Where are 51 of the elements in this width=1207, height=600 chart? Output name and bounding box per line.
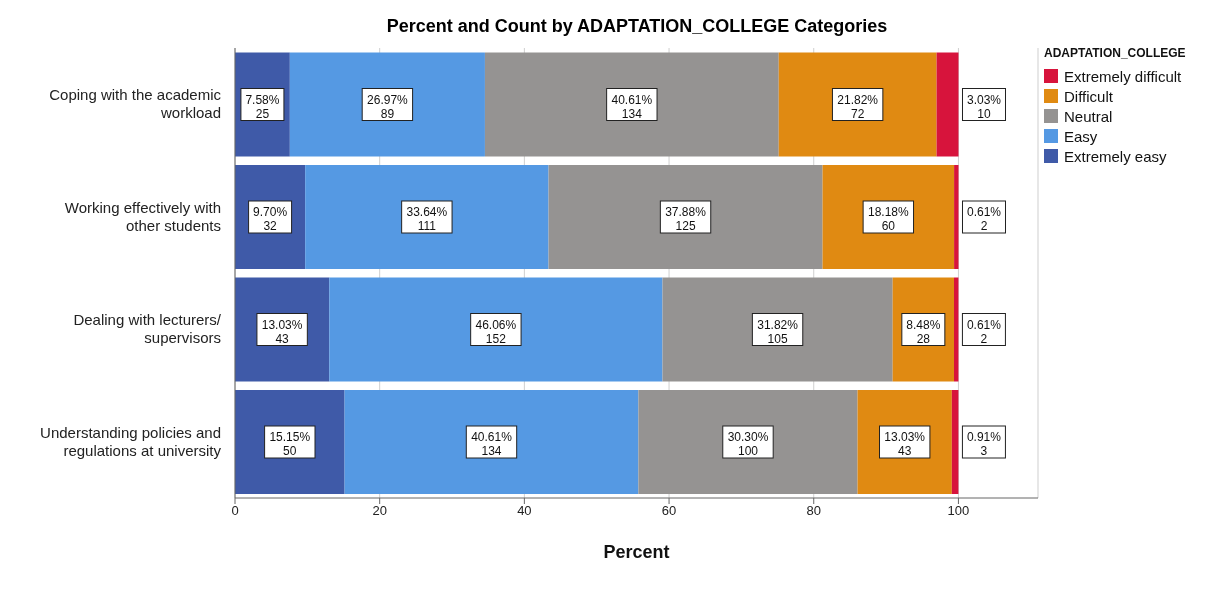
- legend-title: ADAPTATION_COLLEGE: [1044, 46, 1186, 60]
- bar: [951, 390, 959, 494]
- bar: [954, 277, 959, 382]
- bar: [638, 390, 858, 494]
- data-label: 30.30% 100: [727, 430, 769, 458]
- bar: [305, 165, 549, 269]
- legend-label: Extremely difficult: [1064, 67, 1182, 85]
- bar: [936, 52, 959, 157]
- legend-label: Extremely easy: [1064, 147, 1167, 165]
- y-tick-label: Understanding policies and regulations at university: [40, 423, 222, 459]
- bar: [329, 277, 663, 382]
- data-label: 40.61% 134: [471, 430, 513, 458]
- bar: [778, 52, 937, 157]
- chart-title: Percent and Count by ADAPTATION_COLLEGE Categories: [385, 16, 889, 37]
- legend-label: Easy: [1064, 127, 1098, 145]
- bar: [954, 165, 959, 269]
- x-tick-label: 20: [372, 503, 387, 519]
- bar: [344, 390, 639, 494]
- bar: [484, 52, 779, 157]
- x-tick-label: 60: [661, 503, 677, 519]
- y-tick-label: Working effectively with other students: [64, 198, 221, 234]
- data-label: 9.70% 32: [253, 205, 288, 233]
- data-label: 0.61% 2: [966, 205, 1002, 233]
- bar: [548, 165, 823, 269]
- data-label: 0.91% 3: [966, 430, 1002, 458]
- data-label: 40.61% 134: [611, 92, 653, 121]
- x-axis-title: Percent: [603, 542, 670, 562]
- data-label: 21.82% 72: [837, 92, 879, 121]
- data-label: 3.03% 10: [966, 92, 1002, 121]
- bar: [289, 52, 485, 157]
- data-label: 13.03% 43: [884, 430, 926, 458]
- legend-label: Neutral: [1064, 107, 1113, 125]
- x-tick-label: 80: [806, 503, 821, 519]
- data-label: 33.64% 111: [406, 205, 448, 233]
- data-label: 18.18% 60: [867, 205, 909, 233]
- y-tick-label: Dealing with lecturers/supervisors: [73, 311, 222, 347]
- data-label: 0.61% 2: [966, 317, 1002, 346]
- data-label: 7.58% 25: [245, 92, 280, 121]
- data-label: 46.06% 152: [475, 317, 517, 346]
- y-tick-label: Coping with the academic workload: [49, 86, 222, 122]
- data-label: 26.97% 89: [367, 92, 409, 121]
- data-label: 8.48% 28: [906, 317, 941, 346]
- x-tick-label: 40: [517, 503, 532, 519]
- x-tick-label: 0: [231, 503, 239, 519]
- data-label: 13.03% 43: [261, 317, 303, 346]
- data-label: 37.88% 125: [665, 205, 707, 233]
- data-label: 15.15% 50: [269, 430, 311, 458]
- legend-label: Difficult: [1064, 87, 1113, 105]
- data-label: 31.82% 105: [757, 317, 799, 346]
- x-tick-label: 100: [947, 503, 970, 519]
- bar: [662, 277, 893, 382]
